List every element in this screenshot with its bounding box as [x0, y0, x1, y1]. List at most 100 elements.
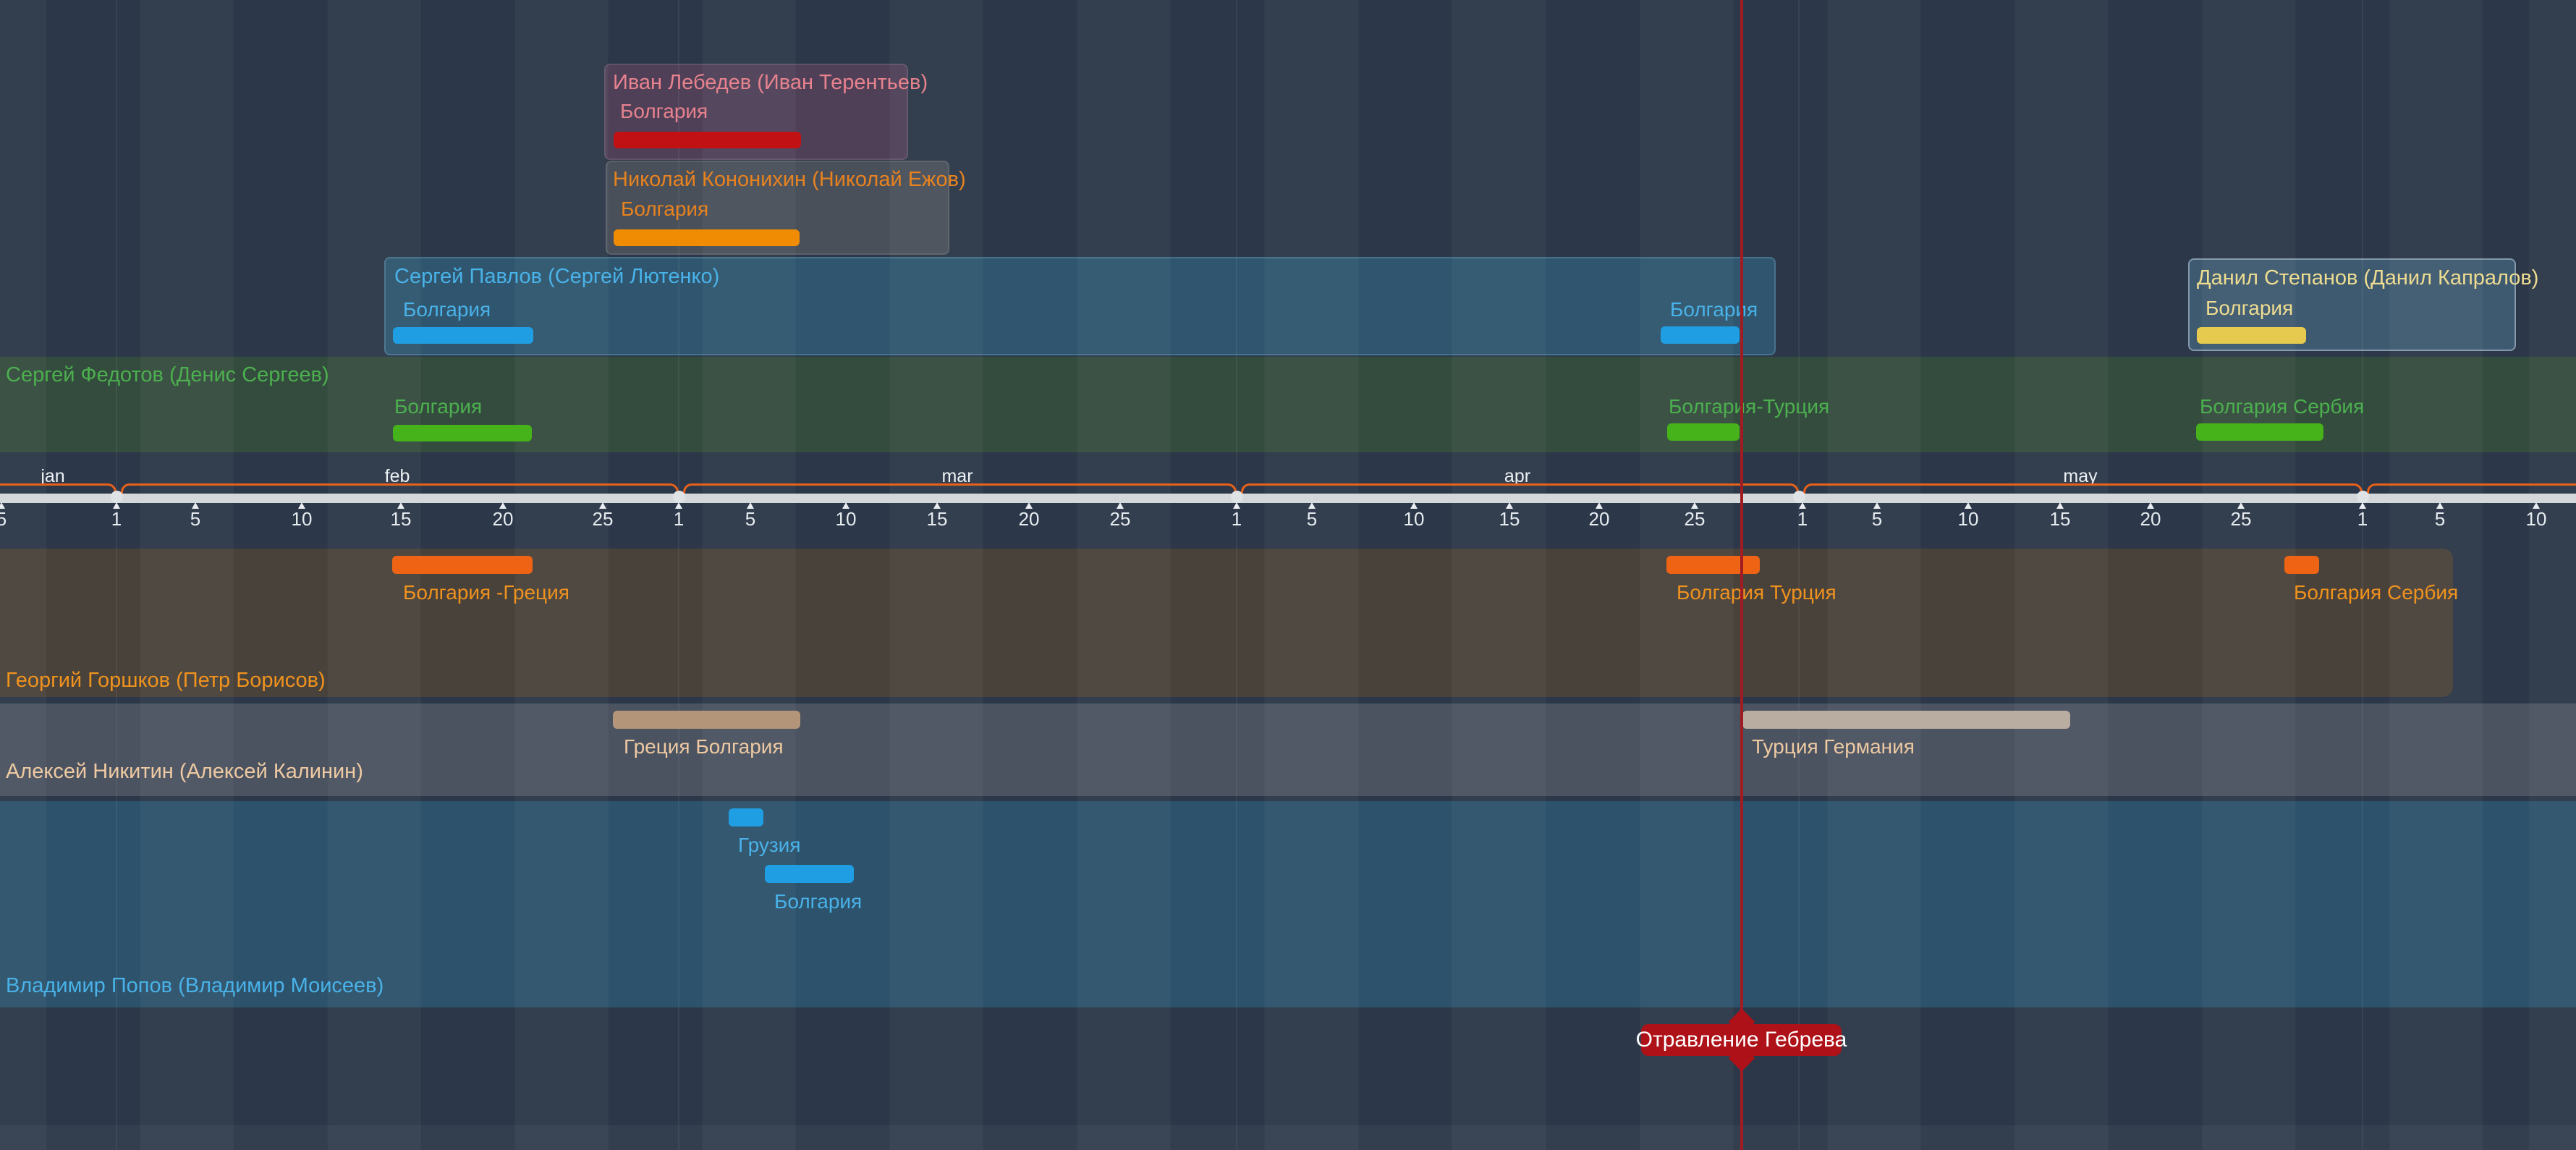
trip-bar[interactable] [614, 132, 801, 148]
trip-bar[interactable] [393, 327, 533, 344]
trip-country-label: Болгария Турция [1677, 581, 1836, 604]
day-tick-mark [192, 502, 199, 509]
trip-country-label: Болгария [403, 298, 491, 321]
day-tick-label: 10 [1403, 508, 1425, 530]
day-tick-label: 15 [390, 508, 412, 530]
day-tick-label: 25 [1684, 508, 1706, 530]
trip-bar[interactable] [2196, 423, 2323, 441]
month-label: jan [41, 466, 65, 486]
person-name-label: Георгий Горшков (Петр Борисов) [6, 669, 326, 692]
person-name-label: Данил Степанов (Данил Капралов) [2197, 266, 2539, 289]
day-tick-label: 15 [926, 508, 948, 530]
month-brace [2367, 483, 2576, 495]
trip-country-label: Грузия [738, 834, 801, 856]
month-brace [683, 483, 1237, 495]
day-tick-mark [113, 502, 120, 509]
person-name-label: Сергей Павлов (Сергей Лютенко) [394, 265, 720, 288]
trip-bar[interactable] [2197, 327, 2306, 344]
trip-bar[interactable] [393, 425, 532, 441]
day-tick-label: 10 [2525, 508, 2547, 530]
month-brace [1241, 483, 1799, 495]
day-tick-label: 1 [2357, 508, 2368, 530]
day-tick-label: 5 [745, 508, 756, 530]
day-tick-label: 1 [111, 508, 122, 530]
trip-bar[interactable] [1667, 423, 1740, 441]
day-tick-label: 25 [2230, 508, 2252, 530]
day-tick-mark [2147, 502, 2154, 509]
day-tick-mark [1117, 502, 1124, 509]
trip-country-label: Болгария -Греция [403, 581, 569, 604]
day-tick-mark [1873, 502, 1881, 509]
day-tick-mark [1799, 502, 1806, 509]
trip-bar[interactable] [1661, 326, 1740, 344]
month-label: feb [384, 466, 410, 486]
day-tick-label: 5 [0, 508, 7, 530]
day-tick-mark [2533, 502, 2540, 509]
day-tick-mark [599, 502, 606, 509]
day-tick-mark [397, 502, 404, 509]
day-tick-mark [1965, 502, 1972, 509]
person-name-label: Сергей Федотов (Денис Сергеев) [6, 363, 329, 386]
trip-bar[interactable] [392, 556, 533, 574]
day-tick-mark [1233, 502, 1240, 509]
day-tick-mark [1308, 502, 1315, 509]
day-tick-mark [2436, 502, 2444, 509]
slider-knob[interactable] [111, 491, 123, 503]
day-tick-label: 1 [1797, 508, 1808, 530]
bottom-strip [0, 1125, 2576, 1150]
day-tick-label: 10 [291, 508, 313, 530]
day-tick-label: 15 [1499, 508, 1520, 530]
trip-bar[interactable] [613, 711, 800, 729]
month-label: may [2063, 466, 2098, 486]
trip-bar[interactable] [1742, 711, 2070, 729]
trip-country-label: Болгария Сербия [2294, 581, 2459, 604]
trip-country-label: Болгария Сербия [2200, 395, 2365, 418]
day-tick-mark [2359, 502, 2366, 509]
day-tick-mark [1506, 502, 1513, 509]
slider-knob[interactable] [2357, 491, 2369, 503]
trip-country-label: Болгария-Турция [1669, 395, 1830, 418]
day-tick-label: 25 [592, 508, 614, 530]
trip-country-label: Греция Болгария [624, 735, 784, 758]
trip-country-label: Болгария [621, 198, 709, 220]
person-name-label: Владимир Попов (Владимир Моисеев) [6, 974, 384, 997]
trip-bar[interactable] [614, 229, 800, 246]
person-track-band [0, 801, 2576, 1007]
day-tick-label: 20 [492, 508, 514, 530]
trip-bar[interactable] [765, 865, 854, 883]
trip-bar[interactable] [2284, 556, 2319, 574]
month-label: mar [941, 466, 973, 486]
person-name-label: Николай Кононихин (Николай Ежов) [613, 168, 966, 191]
person-name-label: Иван Лебедев (Иван Терентьев) [613, 71, 928, 94]
trip-bar[interactable] [1666, 556, 1760, 574]
day-tick-mark [2056, 502, 2064, 509]
trip-country-label: Болгария [2206, 297, 2294, 319]
month-brace [121, 483, 679, 495]
day-tick-mark [1691, 502, 1698, 509]
person-track-band [0, 357, 2576, 452]
month-brace [1803, 483, 2363, 495]
day-tick-label: 5 [2434, 508, 2446, 530]
person-visit-box[interactable] [384, 257, 1776, 355]
trip-country-label: Болгария [774, 890, 863, 913]
trip-country-label: Болгария [1670, 298, 1758, 321]
day-tick-mark [2237, 502, 2245, 509]
slider-knob[interactable] [673, 491, 685, 503]
month-label: apr [1504, 466, 1531, 486]
day-tick-label: 5 [1306, 508, 1318, 530]
event-label[interactable]: Отравление Гебрева [1636, 1024, 1847, 1056]
day-tick-mark [675, 502, 682, 509]
slider-knob[interactable] [1793, 491, 1805, 503]
slider-knob[interactable] [1231, 491, 1243, 503]
trip-country-label: Турция Германия [1752, 735, 1915, 758]
month-brace [0, 483, 116, 495]
day-tick-mark [933, 502, 941, 509]
trip-bar[interactable] [729, 808, 763, 826]
day-tick-mark [1025, 502, 1033, 509]
timeline-slider-bar[interactable] [0, 494, 2576, 503]
day-tick-label: 20 [1018, 508, 1040, 530]
person-track-band [0, 549, 2453, 697]
day-tick-label: 5 [190, 508, 201, 530]
day-tick-mark [1410, 502, 1418, 509]
